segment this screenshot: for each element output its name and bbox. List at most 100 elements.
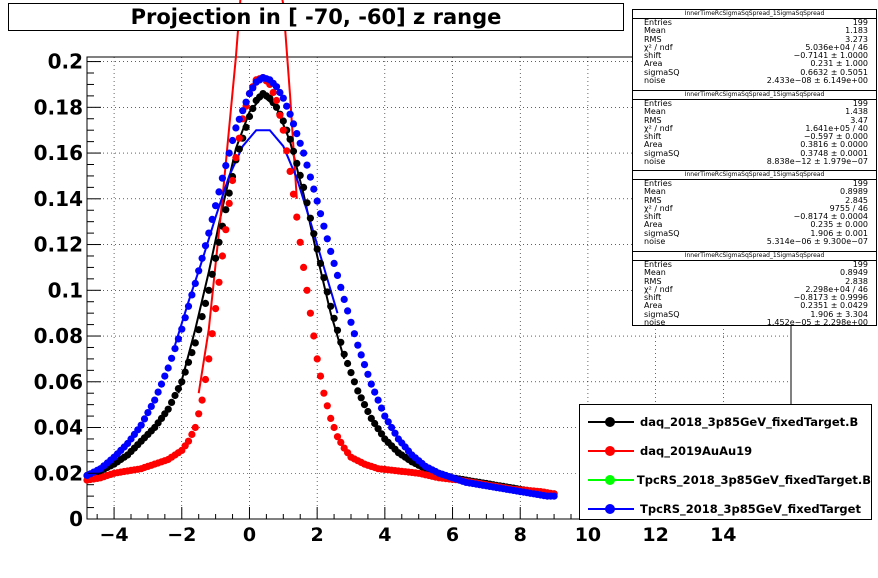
data-point	[171, 345, 179, 353]
data-point	[249, 104, 257, 113]
data-point	[354, 341, 362, 349]
data-point	[300, 149, 308, 157]
data-point	[330, 314, 338, 322]
stats-box-header: InnerTimeRcSigmaSqSpread_1SigmaSqSpread	[633, 10, 876, 19]
stats-value: 1.641e+05 / 40	[805, 123, 868, 133]
data-point	[161, 372, 169, 380]
stats-value: 0.8989	[840, 187, 868, 197]
data-point	[279, 94, 287, 102]
data-point	[276, 88, 284, 97]
x-axis-ticks: −4 −2 0 2 4 6 8 10 12 14	[96, 507, 775, 546]
stats-value: 9755 / 46	[829, 203, 868, 213]
stats-value: −0.8174 ± 0.0004	[793, 212, 868, 222]
stats-key: sigmaSQ	[644, 67, 680, 77]
stats-value: 0.3748 ± 0.0001	[800, 148, 868, 158]
stats-value: 0.6632 ± 0.5051	[800, 67, 868, 77]
stats-value: 3.47	[850, 115, 868, 125]
data-point	[215, 188, 223, 196]
data-point	[371, 419, 379, 428]
data-point	[184, 437, 193, 445]
data-point	[191, 279, 199, 287]
stats-key: RMS	[644, 115, 662, 125]
legend-marker	[588, 499, 640, 519]
data-point	[225, 189, 233, 197]
stats-row: RMS 2.838	[633, 276, 876, 286]
data-point	[272, 83, 281, 91]
data-point	[303, 286, 311, 294]
stats-key: Area	[644, 220, 663, 230]
data-point	[279, 126, 287, 134]
data-point	[300, 183, 308, 191]
stats-key: χ² / ndf	[644, 123, 673, 133]
data-point	[337, 438, 345, 446]
stats-key: RMS	[644, 276, 662, 286]
data-point	[201, 375, 210, 384]
stats-value: −0.7141 ± 1.0000	[793, 51, 868, 61]
data-point	[222, 226, 230, 234]
legend-entry: daq_2018_3p85GeV_fixedTarget.B	[580, 412, 871, 432]
data-point	[357, 351, 365, 359]
data-point	[323, 288, 331, 296]
legend-label: TpcRS_2018_3p85GeV_fixedTarget.B	[636, 473, 871, 487]
data-point	[289, 190, 298, 198]
data-point	[181, 314, 189, 322]
stats-key: Mean	[644, 268, 666, 278]
x-tick-label: 12	[642, 524, 668, 546]
data-point	[144, 409, 152, 417]
stats-row: noise 1.452e−05 ± 2.298e+00	[633, 318, 876, 328]
stats-value: 8.838e−12 ± 1.979e−07	[766, 157, 868, 167]
stats-value: 0.235 ± 0.000	[810, 220, 868, 230]
data-point	[347, 318, 355, 326]
stats-row: RMS 3.47	[633, 115, 876, 125]
stats-key: sigmaSQ	[644, 148, 680, 158]
data-point	[195, 267, 203, 275]
stats-key: shift	[644, 132, 662, 142]
data-point	[313, 245, 321, 253]
data-point	[137, 421, 145, 429]
stats-row: χ² / ndf 5.036e+04 / 46	[633, 42, 876, 52]
data-point	[228, 136, 237, 145]
series-points	[83, 90, 558, 498]
data-point	[306, 173, 314, 181]
stats-row: Area 0.231 ± 1.000	[633, 60, 876, 69]
stats-row: Area 0.2351 ± 0.0429	[633, 302, 876, 311]
data-point	[188, 430, 196, 438]
stats-value: 0.8949	[840, 268, 868, 278]
stats-value: 1.452e−05 ± 2.298e+00	[766, 318, 868, 328]
stats-key: χ² / ndf	[644, 203, 673, 213]
data-point	[208, 330, 216, 338]
data-point	[364, 370, 372, 378]
data-point	[371, 388, 379, 396]
data-point	[151, 396, 159, 404]
stats-value: 199	[852, 99, 868, 108]
data-point	[310, 230, 318, 238]
data-point	[157, 380, 166, 388]
stats-row: shift −0.597 ± 0.000	[633, 132, 876, 142]
data-point	[198, 313, 206, 321]
data-point	[201, 299, 210, 307]
stats-key: RMS	[644, 195, 662, 205]
stats-row: χ² / ndf 2.298e+04 / 46	[633, 285, 876, 294]
data-point	[286, 110, 294, 118]
data-point	[296, 171, 304, 179]
data-point	[232, 124, 240, 132]
stats-row: Entries 199	[633, 18, 876, 27]
stats-key: χ² / ndf	[644, 42, 673, 52]
data-point	[350, 378, 358, 386]
x-tick-label: 2	[311, 524, 324, 546]
stats-value: −0.597 ± 0.000	[803, 132, 868, 142]
stats-value: 1.906 ± 0.001	[810, 228, 868, 238]
x-tick-label: −2	[167, 524, 196, 546]
data-point	[286, 135, 294, 143]
data-point	[191, 339, 199, 347]
stats-row: RMS 3.273	[633, 35, 876, 44]
data-point	[360, 361, 369, 369]
stats-key: Entries	[644, 260, 672, 269]
data-points	[83, 74, 558, 500]
data-point	[333, 271, 342, 279]
stats-row: sigmaSQ 0.3748 ± 0.0001	[633, 148, 876, 158]
stats-key: shift	[644, 293, 662, 303]
stats-key: Mean	[644, 187, 666, 197]
stats-row: noise 5.314e−06 ± 9.300e−07	[633, 237, 876, 246]
